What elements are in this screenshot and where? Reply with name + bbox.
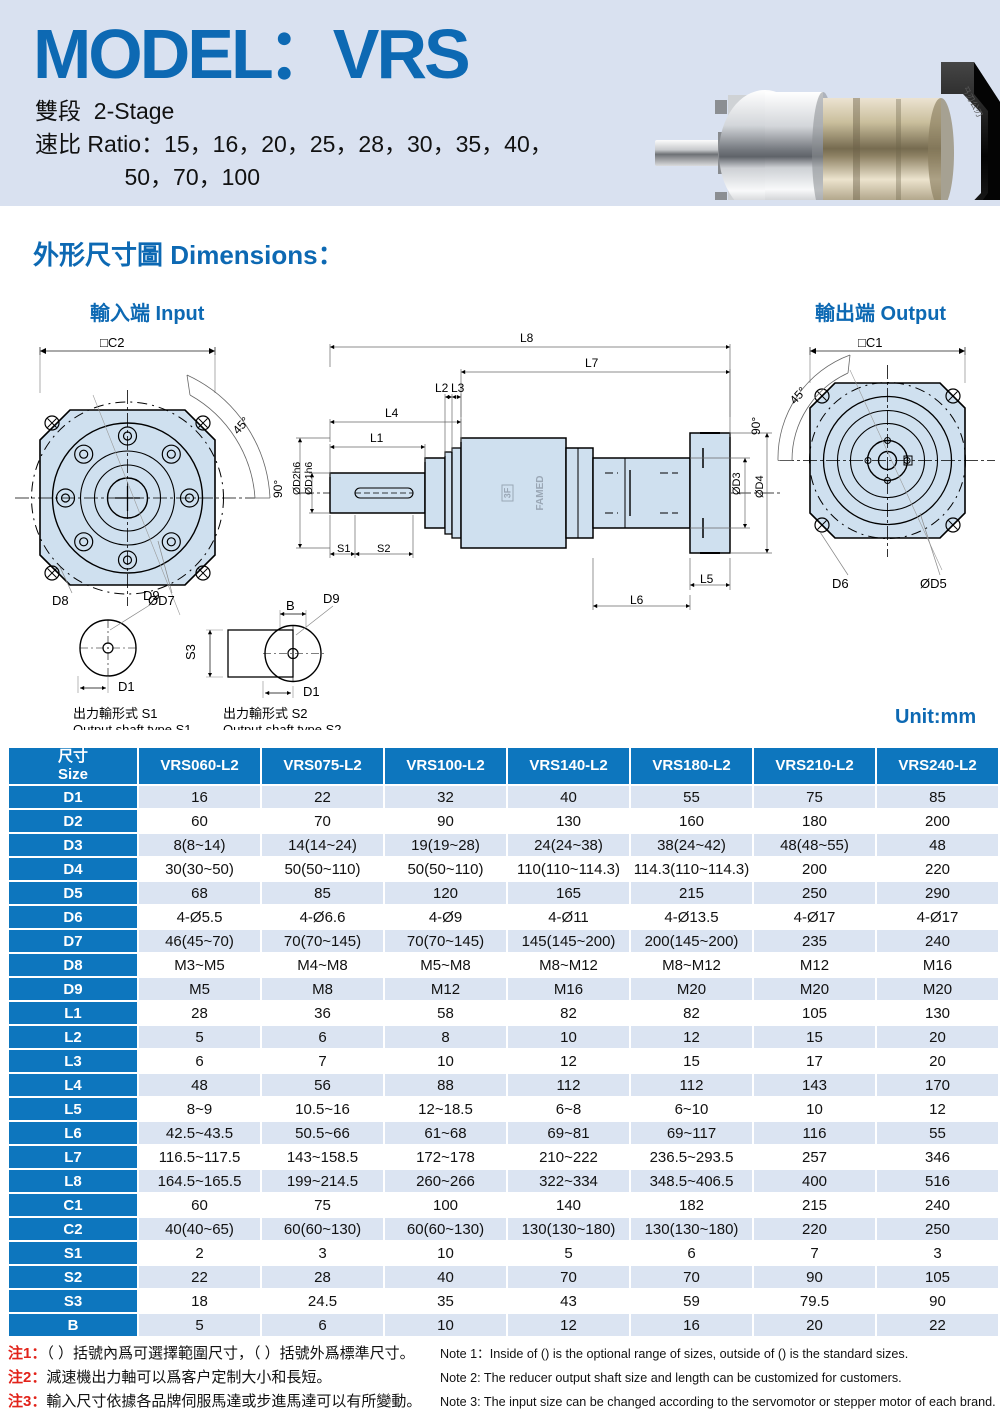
svg-text:L5: L5 <box>700 572 714 586</box>
svg-text:D9: D9 <box>323 591 340 606</box>
svg-text:D1: D1 <box>118 679 135 694</box>
svg-text:L1: L1 <box>370 431 384 445</box>
svg-text:L6: L6 <box>630 593 644 607</box>
svg-text:FAMED: FAMED <box>535 476 546 511</box>
svg-text:ØD2h6: ØD2h6 <box>291 462 303 495</box>
svg-text:90°: 90° <box>271 480 285 498</box>
svg-text:D1: D1 <box>303 684 320 699</box>
svg-text:Output shaft type S2: Output shaft type S2 <box>223 722 342 730</box>
svg-text:ØD5: ØD5 <box>920 576 947 591</box>
svg-text:45°: 45° <box>230 414 253 437</box>
svg-text:D6: D6 <box>832 576 849 591</box>
svg-text:L4: L4 <box>385 406 399 420</box>
svg-text:D8: D8 <box>52 593 69 608</box>
svg-text:B: B <box>286 598 295 613</box>
svg-text:出力輸形式 S2: 出力輸形式 S2 <box>223 706 308 721</box>
svg-text:L7: L7 <box>585 356 599 370</box>
svg-text:3F: 3F <box>503 487 513 498</box>
svg-text:出力輸形式 S1: 出力輸形式 S1 <box>73 706 158 721</box>
svg-text:L3: L3 <box>451 381 465 395</box>
svg-text:L2: L2 <box>435 381 449 395</box>
svg-text:Output shaft type S1: Output shaft type S1 <box>73 722 192 730</box>
svg-text:L8: L8 <box>520 331 534 345</box>
svg-text:S2: S2 <box>377 543 390 555</box>
svg-text:S3: S3 <box>183 644 198 660</box>
svg-text:45°: 45° <box>787 384 810 407</box>
svg-text:ØD3: ØD3 <box>731 472 743 495</box>
svg-text:D9: D9 <box>143 588 160 603</box>
svg-text:ØD1h6: ØD1h6 <box>303 462 315 495</box>
svg-text:□C1: □C1 <box>858 335 882 350</box>
svg-text:□C2: □C2 <box>100 335 124 350</box>
svg-text:ØD4: ØD4 <box>754 475 766 498</box>
svg-text:S1: S1 <box>337 543 350 555</box>
svg-text:90°: 90° <box>749 417 763 435</box>
